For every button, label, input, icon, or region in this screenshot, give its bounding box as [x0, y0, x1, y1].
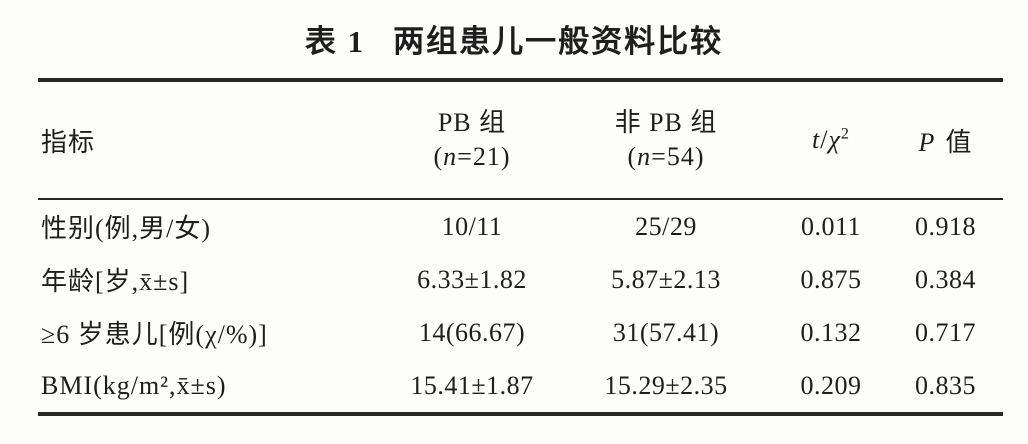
table-row-bmi: BMI(kg/m²,x̄±s) 15.41±1.87 15.29±2.35 0.… [38, 359, 1003, 414]
column-header-indicator: 指标 [38, 80, 386, 200]
non-pb-group-name: 非 PB 组 [614, 107, 718, 137]
stat-value: 0.132 [800, 317, 862, 347]
non-pb-value: 5.87±2.13 [611, 264, 721, 294]
pb-group-n: (n=21) [433, 142, 511, 171]
pb-value: 6.33±1.82 [417, 264, 527, 294]
pb-value: 10/11 [441, 211, 503, 241]
table-row-age: 年龄[岁,x̄±s] 6.33±1.82 5.87±2.13 0.875 0.3… [38, 253, 1003, 306]
p-value: 0.717 [915, 317, 976, 347]
p-value: 0.918 [915, 211, 976, 241]
pb-group-name: PB 组 [437, 107, 507, 137]
non-pb-value: 31(57.41) [612, 317, 720, 347]
stat-value: 0.209 [800, 370, 862, 400]
pb-value: 15.41±1.87 [410, 370, 534, 400]
row-label: BMI(kg/m²,x̄±s) [41, 370, 227, 400]
non-pb-value: 15.29±2.35 [604, 370, 728, 400]
row-label: ≥6 岁患儿[例(χ/%)] [41, 320, 268, 349]
row-label: 性别(例,男/女) [41, 214, 212, 243]
table-row-age6: ≥6 岁患儿[例(χ/%)] 14(66.67) 31(57.41) 0.132… [38, 306, 1003, 359]
table-title-text: 两组患儿一般资料比较 [393, 24, 724, 59]
pb-value: 14(66.67) [418, 317, 526, 347]
non-pb-value: 25/29 [635, 211, 697, 241]
stat-value: 0.875 [800, 264, 862, 294]
column-header-pb-group: PB 组 (n=21) [386, 80, 558, 200]
column-header-statistic: t/χ2 [774, 80, 888, 200]
p-value: 0.384 [915, 264, 976, 294]
non-pb-group-n: (n=54) [627, 142, 705, 171]
table-row-sex: 性别(例,男/女) 10/11 25/29 0.011 0.918 [38, 199, 1003, 253]
table-title: 表 1 两组患儿一般资料比较 [0, 16, 1028, 61]
table-body: 性别(例,男/女) 10/11 25/29 0.011 0.918 年龄[岁,x… [38, 199, 1003, 414]
stat-value: 0.011 [800, 211, 862, 241]
p-value: 0.835 [915, 370, 976, 400]
column-header-non-pb-group: 非 PB 组 (n=54) [558, 80, 774, 200]
row-label: 年龄[岁,x̄±s] [41, 267, 190, 296]
table-number: 表 1 [304, 24, 366, 59]
